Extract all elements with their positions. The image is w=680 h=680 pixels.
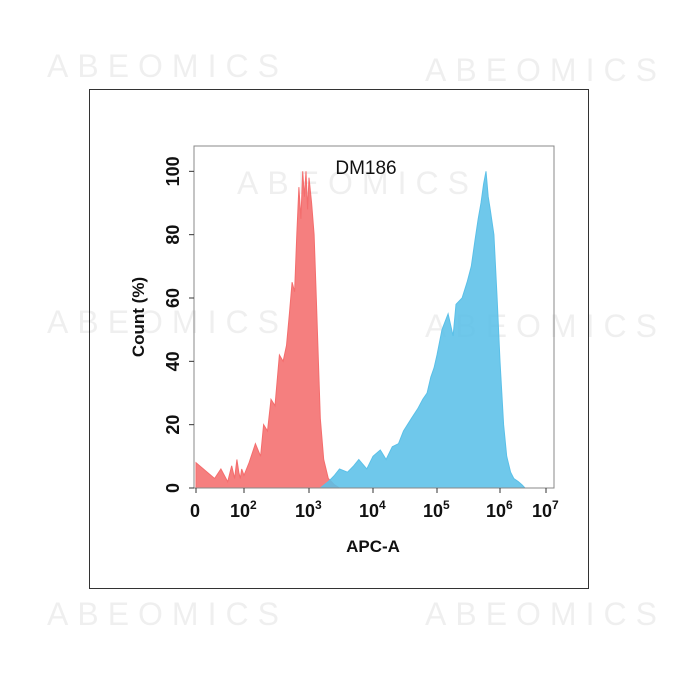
- x-tick-label: 107: [532, 498, 559, 521]
- histogram-series-2: [318, 171, 527, 489]
- x-tick-label: 102: [230, 498, 257, 521]
- y-tick-label: 20: [163, 415, 183, 435]
- chart-title: DM186: [335, 158, 396, 179]
- x-tick-label: 104: [359, 498, 386, 521]
- y-tick-label: 40: [163, 351, 183, 371]
- watermark: ABEOMICS: [47, 48, 288, 84]
- x-tick-label: 106: [486, 498, 513, 521]
- watermark: ABEOMICS: [47, 304, 288, 340]
- watermark: ABEOMICS: [425, 596, 666, 632]
- x-tick-label: 105: [423, 498, 450, 521]
- plot-area-border: [193, 145, 555, 489]
- x-tick-label: 103: [295, 498, 322, 521]
- y-tick-label: 0: [163, 483, 183, 493]
- watermark: ABEOMICS: [237, 165, 478, 201]
- watermark: ABEOMICS: [47, 596, 288, 632]
- y-tick-label: 100: [163, 156, 183, 186]
- x-tick-label: 0: [190, 501, 200, 521]
- x-axis-title: APC-A: [346, 537, 400, 556]
- y-tick-label: 80: [163, 225, 183, 245]
- chart-frame: [89, 89, 589, 589]
- watermark: ABEOMICS: [425, 52, 666, 88]
- y-tick-label: 60: [163, 288, 183, 308]
- y-axis-title: Count (%): [129, 277, 148, 357]
- histogram-series-1: [195, 171, 342, 489]
